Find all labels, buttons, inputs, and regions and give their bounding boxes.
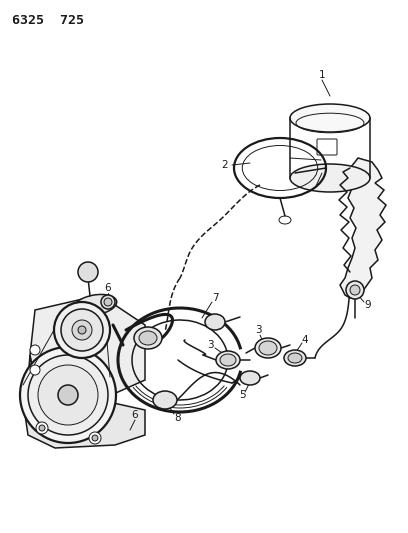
Circle shape [89,432,101,444]
Text: 3: 3 [207,340,213,350]
Circle shape [30,365,40,375]
Ellipse shape [73,294,117,316]
Circle shape [78,262,98,282]
Text: 3: 3 [255,325,261,335]
Ellipse shape [288,353,302,363]
Circle shape [54,302,110,358]
Ellipse shape [134,327,162,349]
Circle shape [20,347,116,443]
Circle shape [61,309,103,351]
Polygon shape [340,158,386,298]
Ellipse shape [259,341,277,355]
FancyBboxPatch shape [317,139,337,155]
Text: 7: 7 [212,293,218,303]
Ellipse shape [205,314,225,330]
Ellipse shape [255,338,281,358]
Text: 6: 6 [132,410,138,420]
Circle shape [36,422,48,434]
Circle shape [92,435,98,441]
Ellipse shape [240,371,260,385]
Text: 4: 4 [302,335,308,345]
Ellipse shape [220,354,236,366]
Circle shape [28,355,108,435]
Ellipse shape [284,350,306,366]
Circle shape [78,326,86,334]
Circle shape [350,285,360,295]
Circle shape [104,298,112,306]
Circle shape [346,281,364,299]
Text: 1: 1 [319,70,325,80]
Text: 8: 8 [175,413,181,423]
Polygon shape [30,295,145,400]
Text: 6325  725: 6325 725 [12,14,84,27]
Circle shape [38,365,98,425]
Ellipse shape [216,351,240,369]
Ellipse shape [139,331,157,345]
Circle shape [30,345,40,355]
Text: 6: 6 [105,283,111,293]
Ellipse shape [153,391,177,409]
Circle shape [58,385,78,405]
Text: 9: 9 [365,300,371,310]
Ellipse shape [290,104,370,132]
Circle shape [101,295,115,309]
Ellipse shape [290,164,370,192]
Circle shape [39,425,45,431]
Text: 2: 2 [222,160,228,170]
Polygon shape [25,355,145,448]
Circle shape [72,320,92,340]
Text: 5: 5 [239,390,245,400]
